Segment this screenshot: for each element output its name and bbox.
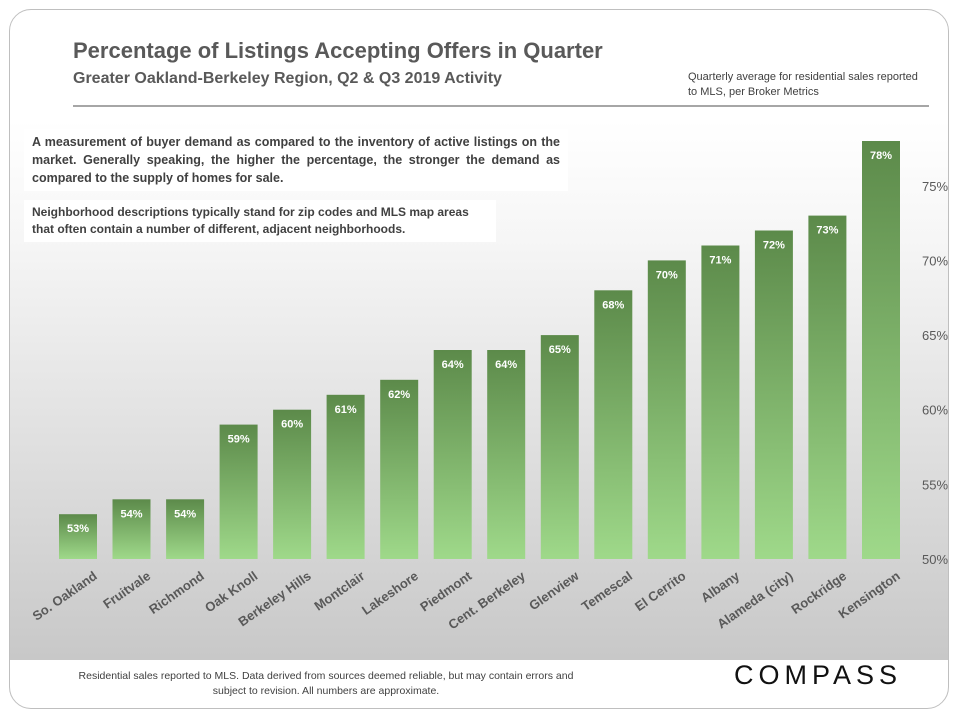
y-tick-label: 50% [922,552,948,567]
y-tick-label: 70% [922,253,948,268]
bar-kensington [862,141,900,559]
bar-value-label: 61% [335,404,357,416]
bar-berkeley-hills [273,409,312,559]
bar-value-label: 78% [870,150,892,162]
x-tick-label: El Cerrito [632,568,689,614]
x-tick-label: Lakeshore [359,568,421,618]
bar-oak-knoll [219,424,258,559]
y-tick-label: 60% [922,403,948,418]
bar-value-label: 68% [602,299,624,311]
footer-disclaimer: Residential sales reported to MLS. Data … [78,670,574,697]
bar-value-label: 64% [495,359,517,371]
y-tick-label: 65% [922,328,948,343]
bar-piedmont [433,350,472,559]
bar-value-label: 59% [228,434,250,446]
title-divider [73,105,929,107]
bar-montclair [326,394,365,559]
bar-value-label: 70% [656,269,678,281]
chart-title: Percentage of Listings Accepting Offers … [73,38,603,63]
x-tick-label: Richmond [146,568,207,617]
bar-cent-berkeley [487,350,526,559]
bar-value-label: 53% [67,523,89,535]
bar-el-cerrito [647,260,686,559]
bar-glenview [540,335,579,559]
bar-albany [701,245,740,559]
y-tick-label: 55% [922,477,948,492]
x-tick-label: So. Oakland [30,568,100,623]
neighborhood-note-box: Neighborhood descriptions typically stan… [24,200,496,242]
bar-lakeshore [380,379,419,559]
source-note: Quarterly average for residential sales … [688,71,918,98]
bar-value-label: 64% [442,359,464,371]
bar-value-label: 65% [549,344,571,356]
description-box: A measurement of buyer demand as compare… [24,129,568,191]
bar-so-oakland [59,514,97,559]
bar-value-label: 60% [281,419,303,431]
bar-temescal [594,290,633,559]
bar-value-label: 73% [816,225,838,237]
bar-richmond [166,499,205,559]
x-tick-label: Temescal [579,568,635,614]
compass-logo: COMPASS [734,660,903,690]
bar-value-label: 72% [763,240,785,252]
bar-value-label: 71% [709,255,731,267]
bar-value-label: 54% [120,508,142,520]
bar-value-label: 62% [388,389,410,401]
x-tick-label: Glenview [526,568,582,614]
chart-subtitle: Greater Oakland-Berkeley Region, Q2 & Q3… [73,70,502,87]
y-tick-label: 75% [922,179,948,194]
bar-rockridge [808,215,847,559]
bar-value-label: 54% [174,508,196,520]
x-tick-label: Albany [698,568,743,606]
bar-fruitvale [112,499,151,559]
bar-alameda-city [754,230,793,559]
